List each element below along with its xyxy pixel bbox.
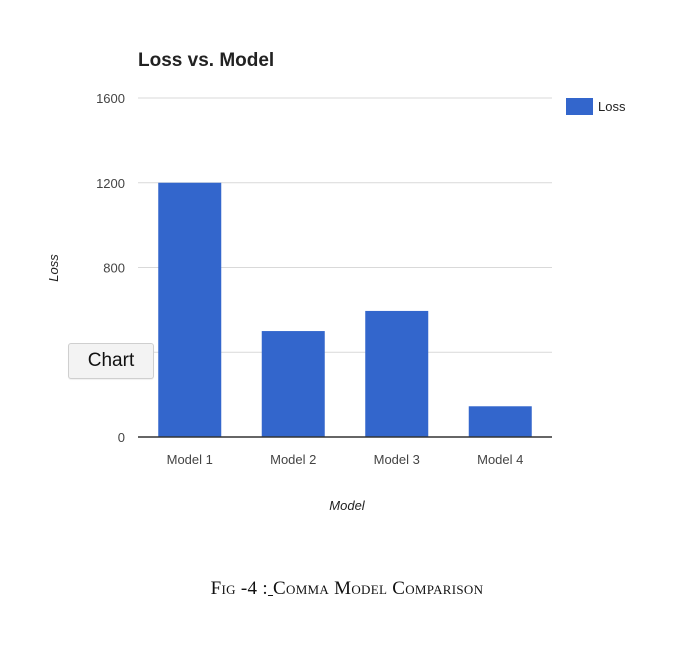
legend-swatch: [566, 98, 593, 115]
x-tick-label: Model 3: [374, 452, 420, 467]
chart-button[interactable]: Chart: [68, 343, 154, 379]
y-tick-label: 1600: [96, 91, 125, 106]
y-tick-label: 800: [103, 261, 125, 276]
figure-caption: Fig -4 : Comma Model Comparison: [0, 578, 694, 600]
caption-text: Comma Model Comparison: [273, 578, 484, 599]
chart-title: Loss vs. Model: [138, 50, 274, 71]
loss-vs-model-chart: 0 800 1200 1600 Model 1 Model 2 Model 3 Model 4…: [46, 50, 626, 513]
x-tick-label: Model 4: [477, 452, 523, 467]
y-axis-title: Loss: [46, 254, 61, 282]
axes: 0 800 1200 1600 Model 1 Model 2 Model 3 Model 4: [96, 91, 552, 467]
bars: [158, 182, 532, 437]
bar: [365, 310, 429, 437]
legend: Loss: [566, 98, 626, 115]
x-tick-label: Model 2: [270, 452, 316, 467]
bar: [158, 182, 222, 437]
y-tick-label: 0: [118, 430, 125, 445]
bar: [468, 406, 532, 437]
bar: [261, 331, 325, 437]
x-axis-title: Model: [329, 498, 366, 513]
y-tick-label: 1200: [96, 176, 125, 191]
caption-prefix: Fig -4 :: [210, 578, 268, 599]
x-tick-label: Model 1: [167, 452, 213, 467]
legend-label: Loss: [598, 99, 626, 114]
